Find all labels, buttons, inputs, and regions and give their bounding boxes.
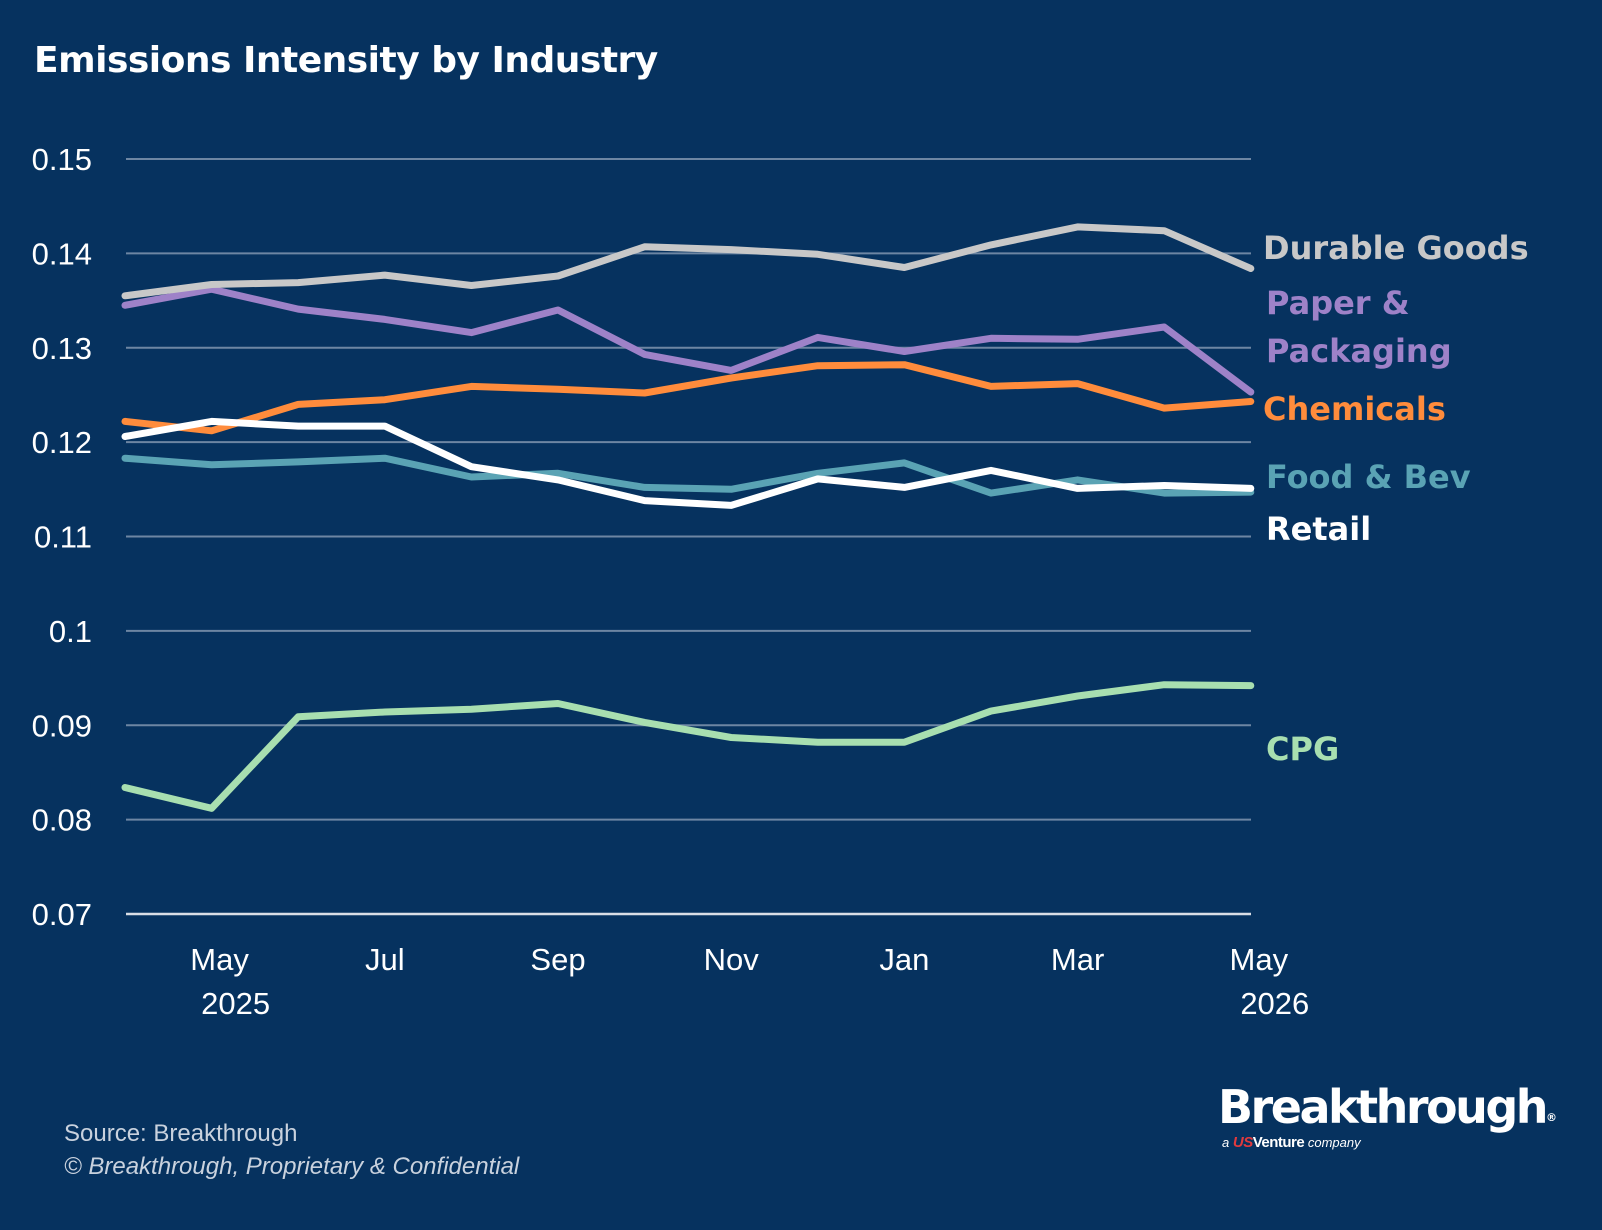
source-note: Source: Breakthrough <box>64 1120 298 1147</box>
y-tick-label: 0.08 <box>32 803 92 838</box>
x-tick-label: Jul <box>365 942 405 977</box>
y-tick-label: 0.13 <box>32 331 92 366</box>
series-label-chemicals: Chemicals <box>1263 390 1446 428</box>
x-tick-label: May <box>1230 942 1289 977</box>
x-tick-year-label: 2026 <box>1240 986 1309 1021</box>
gridlines <box>126 158 1251 916</box>
series-line-durable-goods <box>121 223 1255 300</box>
series-label-retail: Retail <box>1266 510 1371 548</box>
series-label-cpg: CPG <box>1266 730 1339 768</box>
y-tick-label: 0.11 <box>34 520 92 555</box>
x-tick-label: May <box>190 942 249 977</box>
copyright-note: © Breakthrough, Proprietary & Confidenti… <box>64 1153 520 1180</box>
y-tick-label: 0.12 <box>32 425 92 460</box>
breakthrough-logo: Breakthrough® a USVenture company <box>1218 1084 1558 1164</box>
logo-registered-mark: ® <box>1546 1111 1558 1124</box>
series-label-paper-packaging: Paper & <box>1266 284 1410 322</box>
logo-wordmark: Breakthrough® <box>1218 1084 1558 1130</box>
logo-tagline: a USVenture company <box>1222 1134 1558 1151</box>
x-tick-year-label: 2025 <box>201 986 270 1021</box>
logo-tag-prefix: a <box>1222 1135 1230 1150</box>
series-line-cpg <box>121 681 1255 812</box>
logo-tag-us: US <box>1232 1134 1253 1151</box>
y-tick-label: 0.15 <box>32 142 92 177</box>
y-tick-label: 0.14 <box>32 236 92 271</box>
series-line-retail <box>121 417 1255 509</box>
y-tick-label: 0.1 <box>49 614 92 649</box>
series-lines <box>121 223 1255 812</box>
chart-title: Emissions Intensity by Industry <box>34 40 658 81</box>
logo-wordmark-text: Breakthrough <box>1218 1080 1549 1134</box>
x-tick-label: Mar <box>1051 942 1104 977</box>
logo-tag-suffix: company <box>1307 1135 1361 1150</box>
series-line-chemicals <box>121 361 1255 435</box>
series-label-food-bev: Food & Bev <box>1266 458 1471 496</box>
series-label-durable-goods: Durable Goods <box>1263 229 1529 267</box>
x-tick-label: Nov <box>704 942 760 977</box>
logo-tag-venture: Venture <box>1252 1134 1305 1151</box>
y-tick-label: 0.09 <box>32 708 92 743</box>
x-tick-label: Sep <box>530 942 585 977</box>
series-label-paper-packaging: Packaging <box>1266 332 1452 370</box>
y-axis-tick-labels: 0.15 0.14 0.13 0.12 0.11 0.1 0.09 0.08 0.07 <box>32 142 92 932</box>
x-axis-tick-labels: May 2025 Jul Sep Nov Jan Mar May 2026 <box>190 942 1309 1021</box>
series-line-paper-packaging <box>121 285 1255 396</box>
x-tick-label: Jan <box>879 942 929 977</box>
y-tick-label: 0.07 <box>32 897 92 932</box>
series-labels: Durable Goods Paper & Packaging Chemicals Fo… <box>1263 229 1529 768</box>
